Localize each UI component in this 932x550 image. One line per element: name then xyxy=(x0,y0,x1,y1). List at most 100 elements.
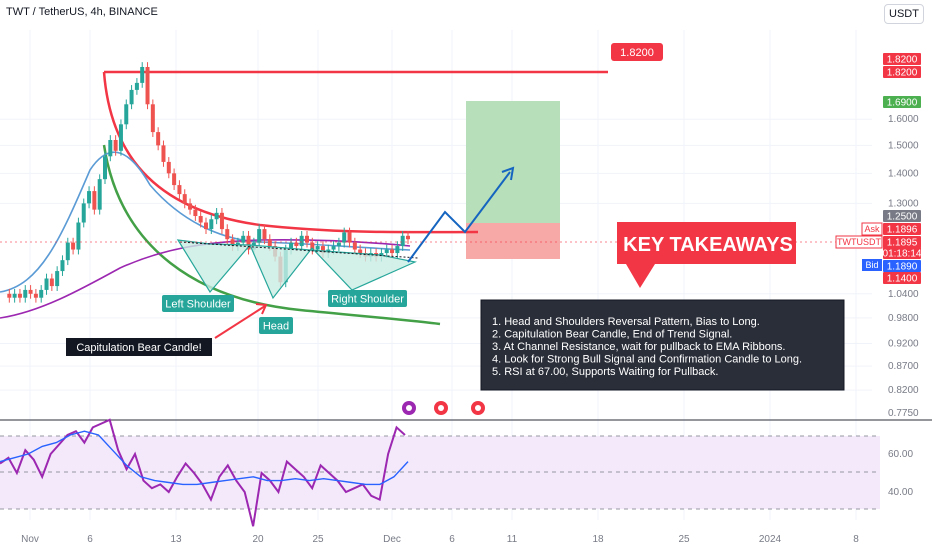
candle-body xyxy=(289,242,294,250)
price-label-box xyxy=(883,247,921,259)
rsi-tick-label: 40.00 xyxy=(888,487,913,498)
event-icon-center xyxy=(406,405,412,411)
channel-resistance-curve xyxy=(102,71,479,234)
candle-body xyxy=(7,293,12,298)
candle-body xyxy=(294,242,299,247)
candle-body xyxy=(17,293,22,298)
candle-body xyxy=(331,246,336,250)
candle-body xyxy=(257,229,262,243)
rsi-band xyxy=(0,435,880,510)
takeaway-item: 4. Look for Strong Bull Signal and Confi… xyxy=(492,354,802,366)
candle-body xyxy=(241,235,246,243)
candle-body xyxy=(172,173,177,186)
price-label-text: 01:18:14 xyxy=(883,249,922,260)
event-icon-center xyxy=(475,405,481,411)
event-icon-center xyxy=(438,405,444,411)
pattern-fill xyxy=(176,239,417,300)
candle-body xyxy=(390,249,395,254)
candle-body xyxy=(246,235,251,250)
candle-body xyxy=(39,289,44,298)
price-tick-label: 1.4000 xyxy=(888,168,919,179)
capitulation-arrow xyxy=(214,305,266,339)
takeaway-item: 5. RSI at 67.00, Supports Waiting for Pu… xyxy=(492,366,718,378)
key-takeaways-banner xyxy=(617,222,796,288)
capitulation-label-text: Capitulation Bear Candle! xyxy=(76,342,201,354)
time-tick-label: 13 xyxy=(170,534,182,545)
time-tick-label: 11 xyxy=(507,534,518,545)
rsi-tick-label: 60.00 xyxy=(888,449,913,460)
candle-body xyxy=(214,212,219,220)
time-tick-label: 25 xyxy=(678,534,690,545)
price-tick-label: 1.0400 xyxy=(888,289,919,300)
candle-body xyxy=(267,239,272,247)
bid-tag-box xyxy=(862,259,882,271)
time-tick-label: Dec xyxy=(383,534,401,545)
candle-body xyxy=(44,278,49,290)
candle-body xyxy=(60,260,65,272)
candle-body xyxy=(161,145,166,162)
candle-body xyxy=(310,242,315,250)
currency-button[interactable]: USDT xyxy=(884,4,924,24)
projection-arrow xyxy=(407,171,511,263)
candle-body xyxy=(108,140,113,157)
candle-body xyxy=(71,242,76,250)
candle-body xyxy=(305,235,309,243)
candle-body xyxy=(55,271,60,287)
candle-body xyxy=(23,289,28,298)
time-tick-label: 18 xyxy=(592,534,604,545)
symbol-tag-box xyxy=(835,235,883,249)
target-label-box xyxy=(611,43,663,61)
candle-body xyxy=(209,219,214,230)
time-tick-label: Nov xyxy=(21,534,39,545)
channel-support-curve xyxy=(102,144,441,326)
time-tick-label: 20 xyxy=(252,534,264,545)
candle-body xyxy=(118,124,123,151)
rsi-lines xyxy=(0,418,409,527)
candle-body xyxy=(49,278,54,287)
takeaways-box xyxy=(480,299,845,391)
candle-body xyxy=(81,203,86,223)
candle-body xyxy=(87,191,92,204)
candle-body xyxy=(358,249,363,254)
candle-body xyxy=(315,246,320,250)
ema-fast-line xyxy=(0,151,411,293)
head-shoulders-pattern xyxy=(176,166,515,339)
time-tick-label: 6 xyxy=(87,534,93,545)
axes: 1.6000 1.5000 1.4000 1.3000 1.0400 0.9800 0.92… xyxy=(0,53,922,545)
symbol-tag-text: TWTUSDT xyxy=(837,237,881,247)
time-tick-label: 6 xyxy=(449,534,455,545)
candle-body xyxy=(347,232,352,243)
price-label-box xyxy=(883,210,921,222)
candle-body xyxy=(166,161,171,174)
price-label-box xyxy=(883,96,921,108)
candle-body xyxy=(320,246,325,254)
time-tick-label: 25 xyxy=(312,534,324,545)
candle-body xyxy=(336,242,341,247)
price-label-text: 1.1896 xyxy=(887,225,918,236)
price-label-box xyxy=(883,272,921,284)
candle-body xyxy=(134,82,139,90)
candle-body xyxy=(12,293,17,298)
candle-body xyxy=(182,194,187,204)
price-label-text: 1.1895 xyxy=(887,238,918,249)
stop-zone xyxy=(466,223,560,259)
price-tick-label: 1.5000 xyxy=(888,140,919,151)
left-shoulder-label-text: Left Shoulder xyxy=(165,299,231,311)
bid-tag-text: Bid xyxy=(865,260,878,270)
takeaway-item: 1. Head and Shoulders Reversal Pattern, … xyxy=(492,316,760,328)
candle-body xyxy=(177,185,182,195)
symbol-title: TWT / TetherUS, 4h, BINANCE xyxy=(6,6,158,18)
right-shoulder-label-box xyxy=(328,290,407,307)
annotations: 1.8200 Left Shoulder Head Right Shoulder Cap… xyxy=(66,43,845,415)
target-label-text: 1.8200 xyxy=(620,47,654,59)
candle-body xyxy=(150,104,155,133)
price-tick-label: 0.7750 xyxy=(888,408,919,419)
candle-body xyxy=(97,179,102,210)
price-tick-label: 0.8200 xyxy=(888,385,919,396)
candle-body xyxy=(262,229,267,240)
candle-body xyxy=(92,191,97,210)
candle-body xyxy=(188,203,193,210)
candle-body xyxy=(352,242,357,250)
price-label-box xyxy=(883,223,921,235)
